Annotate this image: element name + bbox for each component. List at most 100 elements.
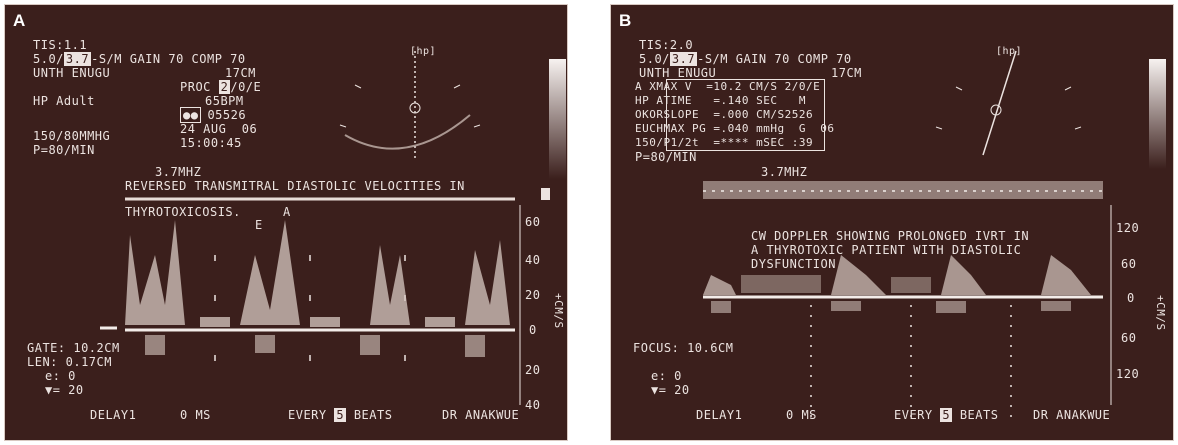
meas-value: =**** mSEC [713, 136, 785, 149]
velocity-unit: +CM/S [552, 293, 565, 329]
caption-line-1: CW DOPPLER SHOWING PROLONGED IVRT IN [751, 229, 1030, 243]
caption-line-3: DYSFUNCTION [751, 257, 836, 271]
panel-letter-a: A [13, 11, 26, 30]
scale-neg-60: 60 [1121, 331, 1137, 345]
depth: 17CM [831, 66, 862, 80]
doppler-trace-a [100, 51, 566, 405]
proc-rest: /0/E [230, 80, 262, 94]
probe-settings: 5.0/3.7 -S/M GAIN 70 COMP 70 [33, 52, 246, 66]
bpm: 65BPM [205, 94, 244, 108]
meas-label: SLOPE [663, 108, 700, 121]
frequency: 3.7MHZ [155, 165, 202, 179]
beats-count: 5 [334, 408, 347, 422]
delay-ms: 0 MS [180, 408, 211, 422]
tape-icon: ●● [180, 107, 202, 123]
measurement-box [666, 79, 825, 151]
depth: 17CM [225, 66, 256, 80]
doctor-name: DR ANAKWUE [1033, 408, 1111, 422]
caption-line-2: A THYROTOXIC PATIENT WITH DIASTOLIC [751, 243, 1022, 257]
hp-marker: [hp] [996, 46, 1023, 57]
meas-row-1: A XMAX V =10.2 CM/S 2/0/E [635, 80, 820, 94]
patient-id: ●● 05526 [180, 107, 247, 123]
tis-readout: TIS:2.0 [639, 38, 694, 52]
theta: e: 0 [45, 369, 76, 383]
proc-label: PROC [180, 80, 219, 94]
scale-60: 60 [1121, 257, 1137, 271]
scale-60: 60 [525, 215, 541, 229]
caption-line-1: REVERSED TRANSMITRAL DIASTOLIC VELOCITIE… [125, 179, 465, 193]
meas-value: =.000 CM/S2 [713, 108, 792, 121]
patient-id-value: 05526 [207, 108, 247, 122]
every-beats: EVERY 5 BEATS [894, 408, 998, 422]
gate: GATE: 10.2CM [27, 341, 120, 355]
angle: ▼= 20 [45, 383, 84, 397]
beats-count: 5 [940, 408, 953, 422]
angle: ▼= 20 [651, 383, 690, 397]
probe-freq: 5.0/ [639, 52, 670, 66]
delay-ms: 0 MS [786, 408, 817, 422]
meas-prefix: HP A [635, 94, 664, 107]
scale-40: 40 [525, 253, 541, 267]
every-label: EVERY [894, 408, 933, 422]
meas-row-5: 150/P1/2t =**** mSEC :39 [635, 136, 813, 150]
pulse: P=80/MIN [33, 143, 95, 157]
probe-freq-selected: 3.7 [63, 52, 92, 66]
scale-neg-20: 20 [525, 363, 541, 377]
every-label: EVERY [288, 408, 327, 422]
panel-letter-b: B [619, 11, 632, 30]
date: 24 AUG 06 [180, 122, 258, 136]
proc-selected: 2 [218, 80, 231, 94]
gain-comp: -S/M GAIN 70 COMP 70 [697, 52, 852, 66]
meas-label: P1/2t [663, 136, 700, 149]
meas-label: TIME [663, 94, 692, 107]
meas-prefix: A X [635, 80, 657, 93]
proc-setting: PROC 2/0/E [180, 80, 261, 94]
scale-neg-120: 120 [1116, 367, 1140, 381]
preset: HP Adult [33, 94, 95, 108]
meas-value: =.140 SEC [713, 94, 778, 107]
meas-suffix: :39 [791, 136, 814, 149]
meas-label: MAX PG [663, 122, 707, 135]
theta: e: 0 [651, 369, 682, 383]
probe-settings: 5.0/3.7 -S/M GAIN 70 COMP 70 [639, 52, 852, 66]
meas-prefix: EUCH [635, 122, 664, 135]
wave-label-a: A [283, 205, 291, 219]
meas-prefix: OKOR [635, 108, 664, 121]
meas-label: MAX V [656, 80, 692, 93]
beats-label: BEATS [959, 408, 999, 422]
hp-marker: [hp] [410, 46, 437, 57]
scale-0: 0 [1127, 291, 1135, 305]
doctor-name: DR ANAKWUE [442, 408, 520, 422]
doppler-panel-b: B TIS:2.0 5.0/3.7 -S/M GAIN 70 COMP 70 UN… [610, 4, 1174, 441]
meas-suffix: 2/0/E [784, 80, 821, 93]
meas-suffix: G 06 [798, 122, 835, 135]
time: 15:00:45 [180, 136, 242, 150]
every-beats: EVERY 5 BEATS [288, 408, 392, 422]
meas-suffix: 526 [791, 108, 814, 121]
delay: DELAY1 [90, 408, 137, 422]
institution: UNTH ENUGU [33, 66, 111, 80]
beats-label: BEATS [353, 408, 393, 422]
tis-readout: TIS:1.1 [33, 38, 88, 52]
velocity-unit: +CM/S [1154, 295, 1167, 331]
scale-neg-40: 40 [525, 398, 541, 412]
probe-freq-selected: 3.7 [669, 52, 698, 66]
caption-line-2: THYROTOXICOSIS. [125, 205, 241, 219]
meas-row-3: OKORSLOPE =.000 CM/S2526 [635, 108, 813, 122]
meas-value: =10.2 CM/S [706, 80, 778, 93]
frequency: 3.7MHZ [761, 165, 808, 179]
meas-value: =.040 mmHg [713, 122, 785, 135]
meas-prefix: 150/ [635, 136, 664, 149]
sample-length: LEN: 0.17CM [27, 355, 112, 369]
meas-row-2: HP ATIME =.140 SEC M [635, 94, 806, 108]
scale-0: 0 [529, 323, 537, 337]
focus: FOCUS: 10.6CM [633, 341, 734, 355]
scale-120: 120 [1116, 221, 1140, 235]
meas-suffix: M [798, 94, 806, 107]
delay: DELAY1 [696, 408, 743, 422]
gain-comp: -S/M GAIN 70 COMP 70 [91, 52, 246, 66]
probe-freq: 5.0/ [33, 52, 64, 66]
doppler-trace-b [703, 50, 1166, 425]
wave-label-e: E [255, 218, 263, 232]
scale-20: 20 [525, 288, 541, 302]
